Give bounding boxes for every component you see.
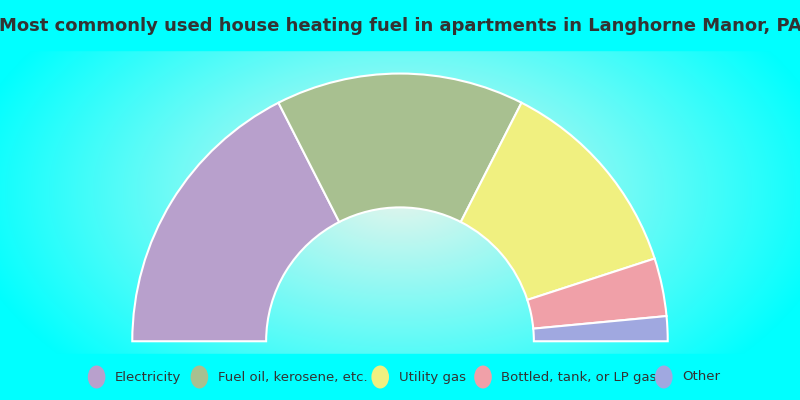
Wedge shape — [527, 258, 666, 329]
Text: Fuel oil, kerosene, etc.: Fuel oil, kerosene, etc. — [218, 370, 367, 384]
Bar — [0, 0, 800, 50]
Wedge shape — [461, 103, 654, 300]
Text: Most commonly used house heating fuel in apartments in Langhorne Manor, PA: Most commonly used house heating fuel in… — [0, 17, 800, 35]
Ellipse shape — [190, 366, 208, 388]
Ellipse shape — [474, 366, 492, 388]
Wedge shape — [278, 74, 522, 222]
Ellipse shape — [655, 366, 673, 388]
Bar — [0, 354, 800, 400]
Text: Other: Other — [682, 370, 720, 384]
Wedge shape — [534, 316, 668, 341]
Wedge shape — [132, 103, 339, 341]
Ellipse shape — [88, 366, 106, 388]
Ellipse shape — [371, 366, 389, 388]
Text: Utility gas: Utility gas — [398, 370, 466, 384]
Text: Bottled, tank, or LP gas: Bottled, tank, or LP gas — [502, 370, 657, 384]
Text: Electricity: Electricity — [115, 370, 182, 384]
